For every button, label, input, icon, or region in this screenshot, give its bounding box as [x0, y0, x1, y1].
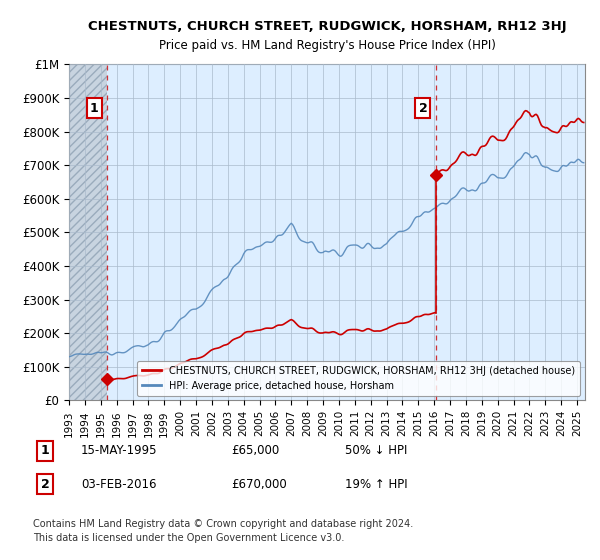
Text: 03-FEB-2016: 03-FEB-2016 [81, 478, 157, 491]
Text: 1: 1 [41, 444, 49, 458]
Text: £670,000: £670,000 [231, 478, 287, 491]
Bar [69, 64, 107, 400]
Text: Contains HM Land Registry data © Crown copyright and database right 2024.: Contains HM Land Registry data © Crown c… [33, 519, 413, 529]
Text: CHESTNUTS, CHURCH STREET, RUDGWICK, HORSHAM, RH12 3HJ: CHESTNUTS, CHURCH STREET, RUDGWICK, HORS… [88, 20, 566, 32]
Text: This data is licensed under the Open Government Licence v3.0.: This data is licensed under the Open Gov… [33, 533, 344, 543]
Text: £65,000: £65,000 [231, 444, 279, 458]
Text: 19% ↑ HPI: 19% ↑ HPI [345, 478, 407, 491]
Text: 2: 2 [41, 478, 49, 491]
Text: Price paid vs. HM Land Registry's House Price Index (HPI): Price paid vs. HM Land Registry's House … [158, 39, 496, 52]
Legend: CHESTNUTS, CHURCH STREET, RUDGWICK, HORSHAM, RH12 3HJ (detached house), HPI: Ave: CHESTNUTS, CHURCH STREET, RUDGWICK, HORS… [137, 361, 580, 395]
Text: 50% ↓ HPI: 50% ↓ HPI [345, 444, 407, 458]
Text: 15-MAY-1995: 15-MAY-1995 [81, 444, 157, 458]
Text: 1: 1 [90, 101, 98, 115]
Text: 2: 2 [419, 101, 427, 115]
